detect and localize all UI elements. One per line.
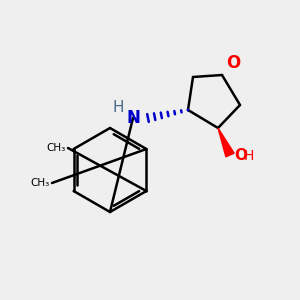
- Text: H: H: [112, 100, 124, 115]
- Polygon shape: [218, 128, 234, 157]
- Text: H: H: [244, 149, 254, 163]
- Text: N: N: [126, 109, 140, 127]
- Text: O: O: [226, 54, 240, 72]
- Text: O: O: [234, 148, 247, 164]
- Text: CH₃: CH₃: [31, 178, 50, 188]
- Text: CH₃: CH₃: [47, 143, 66, 153]
